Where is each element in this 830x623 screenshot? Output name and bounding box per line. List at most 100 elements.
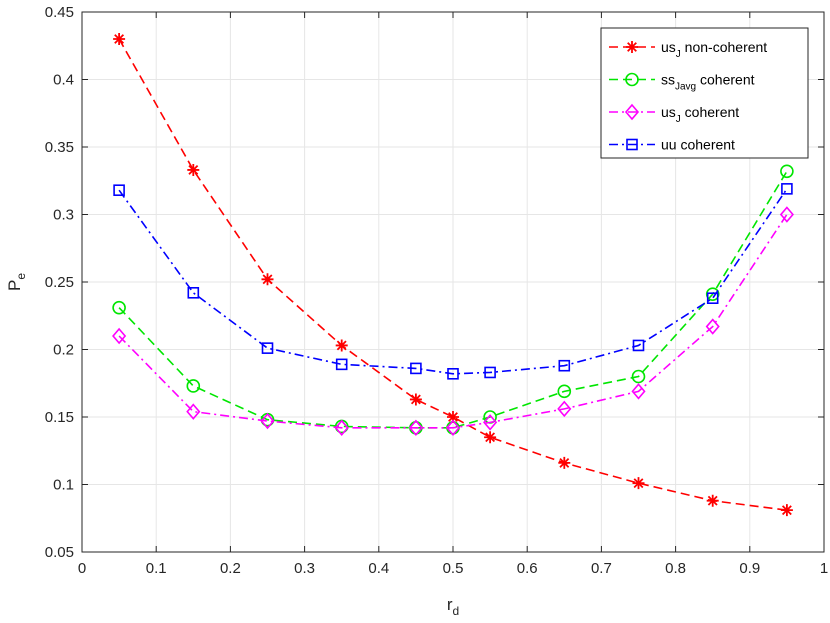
y-axis-label-main: P bbox=[5, 280, 24, 291]
x-axis-label-sub: d bbox=[452, 604, 459, 618]
x-tick-label: 0.2 bbox=[220, 560, 241, 577]
series-1-point bbox=[187, 163, 200, 176]
series-1-point bbox=[780, 504, 793, 517]
y-axis-label: Pe bbox=[5, 273, 28, 291]
series-1-point bbox=[335, 339, 348, 352]
y-tick-label: 0.45 bbox=[45, 4, 74, 21]
y-tick-label: 0.1 bbox=[53, 477, 74, 494]
y-tick-label: 0.4 bbox=[53, 72, 74, 89]
series-3-point bbox=[408, 419, 423, 437]
y-axis-label-sub: e bbox=[14, 273, 28, 280]
legend-label-main: us bbox=[661, 104, 676, 120]
legend-label: usJ coherent bbox=[661, 104, 739, 125]
legend-entry-1: usJ non-coherent bbox=[609, 39, 767, 60]
series-3-point bbox=[631, 383, 646, 400]
legend-label-main: us bbox=[661, 39, 676, 55]
legend-entry-4: uu coherent bbox=[609, 137, 735, 153]
series-4-point bbox=[781, 183, 793, 195]
series-1-point bbox=[632, 477, 645, 490]
x-tick-label: 0.4 bbox=[368, 560, 389, 577]
x-tick-label: 0.6 bbox=[517, 560, 538, 577]
y-tick-label: 0.15 bbox=[45, 409, 74, 426]
series-1-line bbox=[118, 38, 788, 511]
series-4-point bbox=[484, 366, 496, 379]
series-4 bbox=[113, 183, 793, 380]
legend-label-rest: non-coherent bbox=[681, 39, 768, 55]
x-axis-label: rd bbox=[447, 595, 459, 618]
legend-entry-2: ssJavg coherent bbox=[609, 72, 755, 93]
series-1-point bbox=[113, 33, 126, 45]
legend-label-sub: J bbox=[676, 114, 681, 125]
series-1-point bbox=[447, 411, 459, 423]
x-tick-label: 0.3 bbox=[294, 560, 315, 577]
series-1-point bbox=[558, 456, 571, 469]
x-axis-label-main: r bbox=[447, 595, 453, 614]
y-tick-label: 0.2 bbox=[53, 342, 74, 359]
x-tick-label: 0.9 bbox=[739, 560, 760, 577]
series-3-point bbox=[334, 419, 349, 437]
series-2-point bbox=[705, 287, 720, 301]
series-2-point bbox=[557, 384, 572, 399]
y-tick-label: 0.35 bbox=[45, 139, 74, 156]
y-tick-label: 0.3 bbox=[53, 207, 74, 224]
series-2-point bbox=[112, 300, 126, 315]
legend-label-sub: J bbox=[676, 49, 681, 60]
series-4-point bbox=[558, 359, 571, 372]
legend-marker bbox=[625, 72, 639, 87]
series-3-point bbox=[483, 414, 498, 431]
series-4-point bbox=[261, 342, 274, 354]
series-3-point bbox=[112, 327, 127, 345]
series-4-point bbox=[706, 292, 719, 305]
series-2-point bbox=[631, 369, 646, 384]
series-4-point bbox=[187, 286, 200, 299]
series-3-line bbox=[118, 214, 788, 429]
legend-entry-3: usJ coherent bbox=[609, 103, 739, 125]
series-4-point bbox=[447, 367, 459, 380]
legend-label-main: ss bbox=[661, 72, 675, 88]
series-2-point bbox=[186, 379, 201, 393]
legend-label-main: uu coherent bbox=[661, 137, 735, 153]
legend-label-rest: coherent bbox=[696, 72, 754, 88]
series-3-point bbox=[260, 412, 275, 430]
legend-label-sub: Javg bbox=[675, 82, 696, 93]
series-4-point bbox=[113, 184, 125, 196]
series-1 bbox=[113, 33, 793, 517]
series-1-point bbox=[261, 273, 274, 286]
series-3-point bbox=[186, 403, 201, 420]
series-4-point bbox=[410, 362, 422, 375]
x-tick-label: 0.8 bbox=[665, 560, 686, 577]
y-tick-label: 0.25 bbox=[45, 274, 74, 291]
series-3-point bbox=[779, 206, 794, 223]
series-3 bbox=[112, 206, 794, 437]
series-2-point bbox=[780, 164, 794, 179]
x-tick-label: 0.7 bbox=[591, 560, 612, 577]
legend-marker bbox=[626, 138, 638, 151]
series-1-point bbox=[484, 431, 497, 444]
y-axis-ticks: 0.05 0.1 0.15 0.2 0.25 0.3 0.35 0.4 0.45 bbox=[45, 4, 824, 561]
series-2-line bbox=[118, 170, 788, 429]
series-1-point bbox=[409, 393, 422, 406]
series-3-point bbox=[445, 419, 461, 437]
legend-marker bbox=[624, 103, 640, 121]
x-axis-ticks: 0 0.1 0.2 0.3 0.4 0.5 0.6 0.7 0.8 0.9 1 bbox=[78, 12, 828, 577]
legend-label-rest: coherent bbox=[681, 104, 739, 120]
series-1-point bbox=[706, 494, 719, 507]
legend-label: uu coherent bbox=[661, 137, 735, 153]
series-4-point bbox=[335, 358, 348, 371]
x-tick-label: 0.1 bbox=[146, 560, 167, 577]
x-tick-label: 1 bbox=[820, 560, 828, 577]
legend-label: ssJavg coherent bbox=[661, 72, 755, 93]
y-tick-label: 0.05 bbox=[45, 544, 74, 561]
series-3-point bbox=[557, 400, 572, 418]
x-tick-label: 0.5 bbox=[443, 560, 464, 577]
legend-marker bbox=[626, 41, 638, 53]
x-tick-label: 0 bbox=[78, 560, 86, 577]
series-layer bbox=[112, 33, 794, 517]
legend-label: usJ non-coherent bbox=[661, 39, 767, 60]
series-4-point bbox=[632, 339, 645, 352]
series-3-point bbox=[705, 318, 720, 335]
series-4-line bbox=[118, 188, 788, 375]
